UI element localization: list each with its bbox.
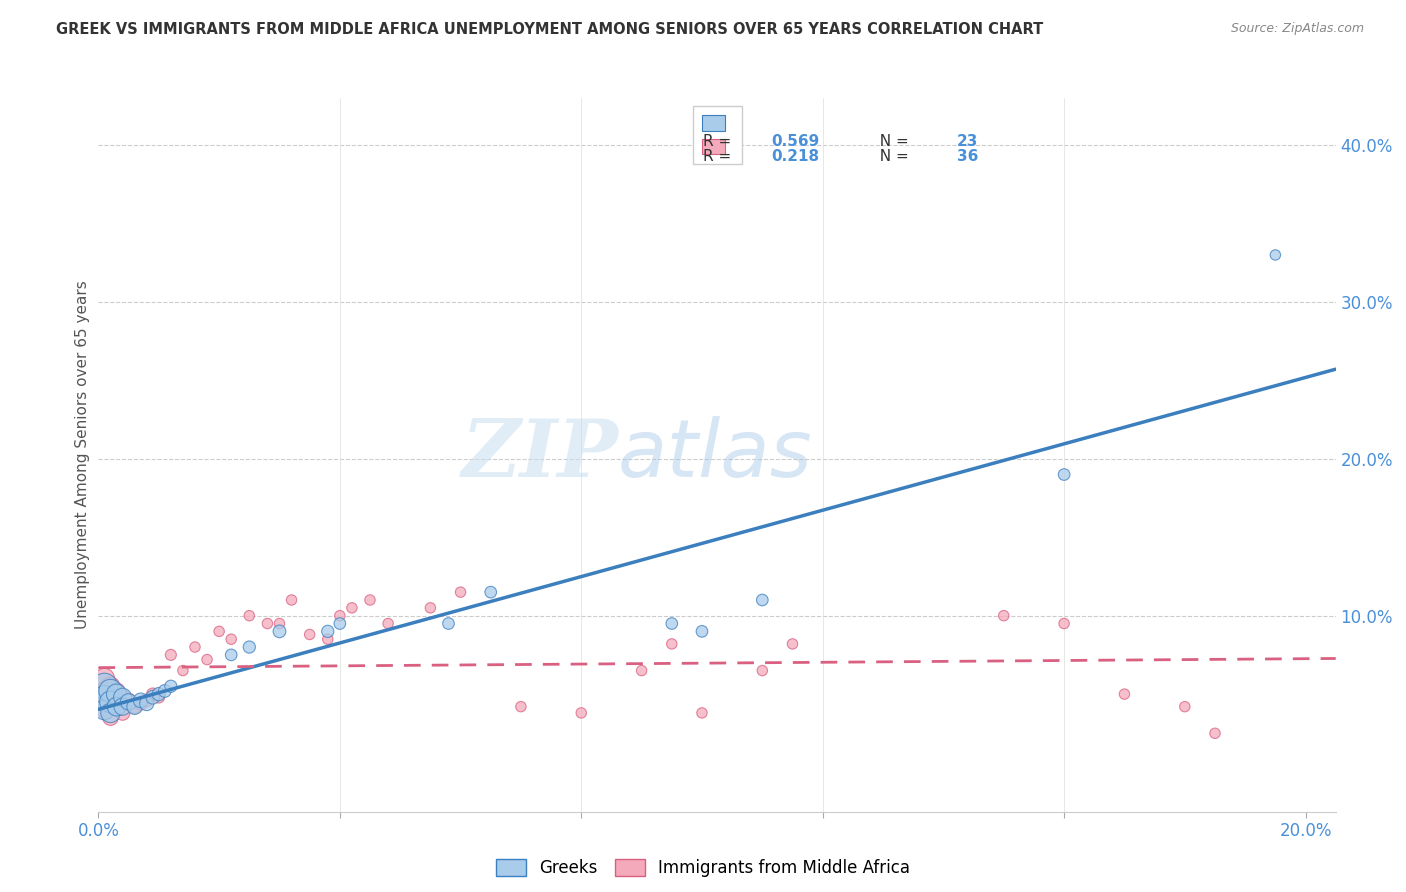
- Point: [340, 600, 363, 615]
- Point: [160, 648, 183, 662]
- Point: [219, 632, 242, 647]
- Point: [1204, 726, 1226, 740]
- Point: [135, 693, 157, 707]
- Point: [195, 652, 218, 666]
- Text: N =: N =: [870, 149, 914, 164]
- Point: [100, 695, 122, 709]
- Point: [329, 608, 352, 623]
- Point: [437, 616, 460, 631]
- Point: [148, 690, 170, 705]
- Point: [316, 624, 339, 639]
- Point: [377, 616, 399, 631]
- Point: [117, 695, 139, 709]
- Point: [329, 616, 352, 631]
- Point: [298, 627, 321, 641]
- Point: [129, 693, 152, 707]
- Point: [93, 703, 115, 717]
- Point: [509, 699, 531, 714]
- Point: [124, 699, 146, 714]
- Point: [661, 616, 683, 631]
- Text: R =: R =: [703, 135, 737, 150]
- Text: 23: 23: [957, 135, 979, 150]
- Point: [359, 593, 381, 607]
- Point: [751, 593, 773, 607]
- Point: [1114, 687, 1136, 701]
- Text: R =: R =: [703, 149, 741, 164]
- Point: [269, 616, 291, 631]
- Text: Source: ZipAtlas.com: Source: ZipAtlas.com: [1230, 22, 1364, 36]
- Point: [782, 637, 804, 651]
- Point: [111, 699, 134, 714]
- Point: [117, 693, 139, 707]
- Point: [172, 664, 194, 678]
- Point: [100, 711, 122, 725]
- Point: [148, 687, 170, 701]
- Point: [269, 624, 291, 639]
- Point: [153, 684, 176, 698]
- Point: [256, 616, 278, 631]
- Point: [569, 706, 592, 720]
- Point: [238, 608, 260, 623]
- Point: [142, 687, 165, 701]
- Point: [93, 690, 115, 705]
- Point: [105, 687, 128, 701]
- Point: [690, 624, 713, 639]
- Point: [93, 684, 115, 698]
- Legend: , : ,: [693, 106, 741, 164]
- Point: [1053, 467, 1076, 482]
- Point: [100, 695, 122, 709]
- Point: [238, 640, 260, 654]
- Y-axis label: Unemployment Among Seniors over 65 years: Unemployment Among Seniors over 65 years: [75, 281, 90, 629]
- Point: [450, 585, 472, 599]
- Text: N =: N =: [870, 135, 914, 150]
- Point: [142, 690, 165, 705]
- Text: GREEK VS IMMIGRANTS FROM MIDDLE AFRICA UNEMPLOYMENT AMONG SENIORS OVER 65 YEARS : GREEK VS IMMIGRANTS FROM MIDDLE AFRICA U…: [56, 22, 1043, 37]
- Point: [1174, 699, 1197, 714]
- Point: [751, 664, 773, 678]
- Point: [661, 637, 683, 651]
- Point: [100, 706, 122, 720]
- Point: [124, 699, 146, 714]
- Legend: Greeks, Immigrants from Middle Africa: Greeks, Immigrants from Middle Africa: [489, 852, 917, 884]
- Point: [316, 632, 339, 647]
- Point: [135, 697, 157, 711]
- Point: [111, 690, 134, 705]
- Point: [105, 699, 128, 714]
- Point: [1053, 616, 1076, 631]
- Point: [105, 699, 128, 714]
- Point: [208, 624, 231, 639]
- Point: [184, 640, 207, 654]
- Point: [993, 608, 1015, 623]
- Text: 0.569: 0.569: [772, 135, 820, 150]
- Point: [100, 684, 122, 698]
- Point: [111, 690, 134, 705]
- Text: ZIP: ZIP: [461, 417, 619, 493]
- Point: [111, 706, 134, 720]
- Point: [105, 684, 128, 698]
- Text: atlas: atlas: [619, 416, 813, 494]
- Point: [160, 679, 183, 693]
- Point: [419, 600, 441, 615]
- Point: [93, 703, 115, 717]
- Point: [690, 706, 713, 720]
- Point: [100, 679, 122, 693]
- Point: [630, 664, 652, 678]
- Point: [280, 593, 302, 607]
- Text: 0.218: 0.218: [772, 149, 820, 164]
- Point: [93, 672, 115, 686]
- Point: [219, 648, 242, 662]
- Point: [479, 585, 502, 599]
- Point: [1264, 248, 1286, 262]
- Text: 36: 36: [957, 149, 979, 164]
- Point: [93, 679, 115, 693]
- Point: [129, 697, 152, 711]
